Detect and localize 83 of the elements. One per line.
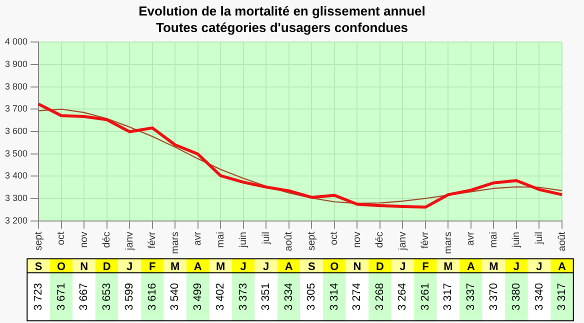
x-tick-label: juil [534,232,545,246]
text: D [376,260,384,273]
x-tick-label: mai [215,232,226,248]
data-label: 3 380 [510,283,523,311]
text: A [284,260,293,273]
x-tick-label: févr [147,231,158,248]
y-tick-label: 4 000 [4,36,28,47]
data-label: 3 261 [419,283,432,311]
x-tick-label: oct [329,232,340,246]
text: M [170,260,180,273]
x-tick-label: avr [192,231,204,246]
data-label: 3 334 [282,283,295,311]
y-tick-label: 3 300 [4,192,28,203]
text: M [489,260,498,273]
text: F [148,260,156,273]
data-label: 3 667 [78,283,90,311]
x-tick-label: nov [352,232,363,248]
y-tick-label: 3 800 [4,81,28,92]
x-tick-label: févr [420,231,432,248]
text: N [80,260,88,273]
x-tick-label: déc [102,232,113,248]
x-tick-label: nov [78,232,90,248]
data-label: 3 317 [556,283,568,311]
chart-subtitle: Toutes catégories d'usagers confondues [156,20,408,35]
text: D [102,260,111,273]
data-label: 3 671 [55,283,68,311]
text: J [400,260,406,273]
y-tick-label: 3 200 [4,215,28,226]
text: F [422,260,430,273]
text: J [536,260,542,273]
x-tick-label: août [556,232,568,252]
text: A [466,260,475,273]
x-tick-label: août [284,232,295,252]
data-label: 3 264 [396,283,409,311]
x-tick-label: sept [306,232,318,251]
chart-title: Evolution de la mortalité en glissement annuel [138,3,426,18]
y-tick-label: 3 900 [4,59,28,70]
y-tick-label: 3 400 [4,170,28,181]
x-tick-label: avr [466,231,477,246]
data-label: 3 351 [260,283,272,311]
x-tick-label: mars [170,232,181,254]
x-tick-label: oct [56,232,68,246]
data-label: 3 317 [442,283,454,311]
data-label: 3 340 [533,283,546,311]
text: J [513,260,520,273]
x-tick-label: mai [488,232,500,248]
text: M [216,260,226,273]
x-tick-label: juin [511,232,522,248]
data-label: 3 723 [32,283,45,311]
x-tick-label: juin [238,232,250,248]
y-tick-label: 3 600 [4,126,28,136]
data-label: 3 274 [351,283,364,311]
x-tick-label: juil [260,232,272,246]
data-label: 3 268 [374,283,386,311]
text: A [194,260,202,273]
data-label: 3 402 [214,283,227,311]
text: S [34,260,42,273]
data-label: 3 314 [328,283,340,311]
data-label: 3 540 [169,283,182,311]
y-tick-label: 3 700 [4,104,28,114]
data-label: 3 305 [306,283,318,311]
y-tick-label: 3 500 [4,148,28,158]
x-tick-label: janv [124,232,136,252]
data-label: 3 616 [146,283,158,311]
x-tick-label: déc [374,232,386,248]
x-tick-label: mars [442,232,454,254]
data-label: 3 373 [237,283,250,311]
data-label: 3 499 [192,283,204,311]
x-tick-label: sept [33,232,44,251]
text: J [126,260,133,273]
text: S [308,260,316,273]
x-tick-label: janv [397,232,408,252]
data-label: 3 599 [124,283,136,311]
data-label: 3 370 [488,283,500,311]
text: A [558,260,566,273]
text: J [263,260,270,273]
data-label: 3 653 [100,283,113,311]
text: N [353,260,362,273]
text: J [240,260,246,273]
text: M [444,260,453,273]
data-label: 3 337 [464,283,477,311]
text: O [330,260,340,273]
text: O [57,260,66,273]
